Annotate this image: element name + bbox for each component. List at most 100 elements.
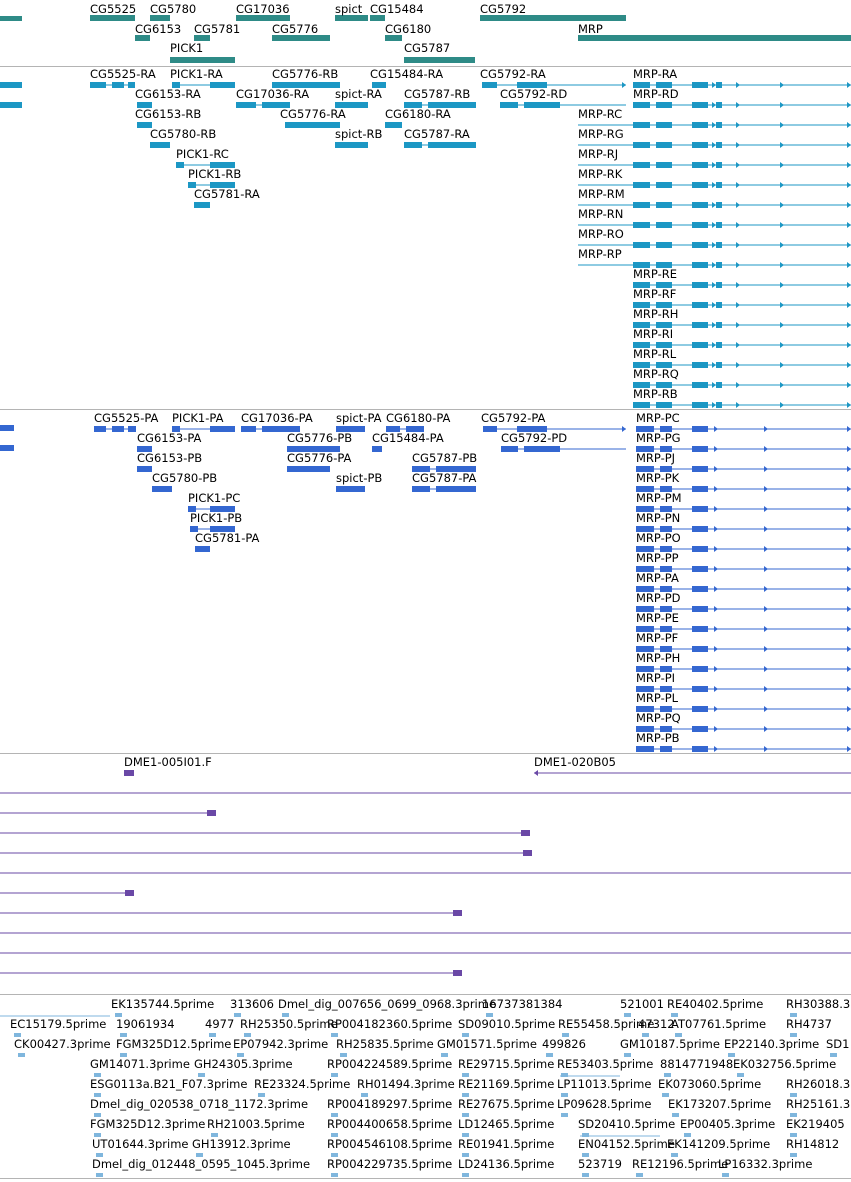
est-label[interactable]: RP004182360.5prime xyxy=(327,1017,453,1031)
transcript-label[interactable]: CG6180-RA xyxy=(385,107,451,121)
est-label[interactable]: EK141209.5prime xyxy=(667,1137,771,1151)
transcript-label[interactable]: MRP-RQ xyxy=(633,367,679,381)
protein-label[interactable]: MRP-PA xyxy=(636,571,679,585)
est-label[interactable]: EP00405.3prime xyxy=(680,1117,776,1131)
gene-label[interactable]: CG6180 xyxy=(385,22,432,36)
transcript-label[interactable]: MRP-RL xyxy=(633,347,677,361)
est-label[interactable]: 523719 xyxy=(578,1157,622,1171)
protein-label[interactable]: CG5781-PA xyxy=(195,531,260,545)
transcript-label[interactable]: MRP-RD xyxy=(633,87,679,101)
est-label[interactable]: RH25350.5prime xyxy=(240,1017,338,1031)
est-label[interactable]: SD09010.5prime xyxy=(458,1017,556,1031)
transcript-label[interactable]: MRP-RG xyxy=(578,127,624,141)
protein-label[interactable]: MRP-PL xyxy=(636,691,679,705)
est-label[interactable]: FGM325D12.3prime xyxy=(90,1117,206,1131)
est-label[interactable]: RE21169.5prime xyxy=(458,1077,555,1091)
protein-label[interactable]: MRP-PE xyxy=(636,611,679,625)
protein-label[interactable]: MRP-PC xyxy=(636,411,680,425)
est-label[interactable]: RP004400658.5prime xyxy=(327,1117,453,1131)
est-label[interactable]: EN04152.5prime xyxy=(578,1137,675,1151)
est-label[interactable]: RE01941.5prime xyxy=(458,1137,555,1151)
gene-label[interactable]: CG5787 xyxy=(404,41,451,55)
transcript-label[interactable]: MRP-RI xyxy=(633,327,674,341)
protein-label[interactable]: CG5792-PD xyxy=(501,431,568,445)
est-label[interactable]: ESG0113a.B21_F07.3prime xyxy=(90,1077,248,1091)
protein-label[interactable]: CG5525-PA xyxy=(94,411,159,425)
protein-label[interactable]: MRP-PP xyxy=(636,551,679,565)
gene-label[interactable]: CG6153 xyxy=(135,22,182,36)
est-label[interactable]: LP16332.3prime xyxy=(718,1157,813,1171)
protein-label[interactable]: CG5776-PA xyxy=(287,451,352,465)
est-label[interactable]: 4977 xyxy=(205,1017,235,1031)
est-label[interactable]: EK173207.5prime xyxy=(668,1097,772,1111)
est-label[interactable]: AT07761.5prime xyxy=(671,1017,767,1031)
gene-label[interactable]: spict xyxy=(335,2,363,16)
protein-label[interactable]: MRP-PB xyxy=(636,731,680,745)
protein-label[interactable]: CG6153-PA xyxy=(137,431,202,445)
protein-label[interactable]: CG5780-PB xyxy=(152,471,218,485)
protein-label[interactable]: PICK1-PB xyxy=(190,511,243,525)
est-label[interactable]: SD20410.5prime xyxy=(578,1117,676,1131)
est-label[interactable]: RH4737 xyxy=(786,1017,832,1031)
est-label[interactable]: RH26018.3 xyxy=(786,1077,851,1091)
transcript-label[interactable]: MRP-RP xyxy=(578,247,622,261)
est-label[interactable]: GM14071.3prime xyxy=(90,1057,190,1071)
protein-label[interactable]: CG17036-PA xyxy=(241,411,313,425)
est-label[interactable]: 19061934 xyxy=(116,1017,175,1031)
est-label[interactable]: SD1 xyxy=(826,1037,850,1051)
est-label[interactable]: RH21003.5prime xyxy=(207,1117,305,1131)
clone-label[interactable]: DME1-005I01.F xyxy=(124,755,212,769)
transcript-label[interactable]: MRP-RJ xyxy=(578,147,619,161)
est-label[interactable]: EP22140.3prime xyxy=(724,1037,820,1051)
est-label[interactable]: RH25835.5prime xyxy=(336,1037,434,1051)
est-label[interactable]: GH24305.3prime xyxy=(194,1057,293,1071)
est-label[interactable]: EK135744.5prime xyxy=(111,997,215,1011)
protein-label[interactable]: CG6153-PB xyxy=(137,451,203,465)
protein-label[interactable]: CG5787-PA xyxy=(412,471,477,485)
est-label[interactable]: RE27675.5prime xyxy=(458,1097,555,1111)
est-label[interactable]: RH25161.3 xyxy=(786,1097,851,1111)
est-label[interactable]: EK032756.5prime xyxy=(733,1057,837,1071)
est-label[interactable]: RE29715.5prime xyxy=(458,1057,555,1071)
gene-label[interactable]: CG5781 xyxy=(194,22,241,36)
transcript-label[interactable]: MRP-RA xyxy=(633,67,678,81)
est-label[interactable]: RH01494.3prime xyxy=(357,1077,455,1091)
transcript-label[interactable]: MRP-RO xyxy=(578,227,624,241)
est-label[interactable]: RH30388.3 xyxy=(786,997,851,1011)
est-label[interactable]: RE53403.5prime xyxy=(557,1057,654,1071)
protein-label[interactable]: MRP-PN xyxy=(636,511,681,525)
transcript-label[interactable]: spict-RB xyxy=(335,127,383,141)
est-label[interactable]: LP09628.5prime xyxy=(557,1097,652,1111)
est-label[interactable]: RP004229735.5prime xyxy=(327,1157,453,1171)
est-label[interactable]: RH14812 xyxy=(786,1137,840,1151)
protein-label[interactable]: MRP-PQ xyxy=(636,711,681,725)
transcript-label[interactable]: CG17036-RA xyxy=(236,87,310,101)
gene-label[interactable]: CG17036 xyxy=(236,2,290,16)
transcript-label[interactable]: MRP-RM xyxy=(578,187,625,201)
est-label[interactable]: 521001 xyxy=(620,997,664,1011)
protein-label[interactable]: MRP-PH xyxy=(636,651,681,665)
transcript-label[interactable]: CG5776-RA xyxy=(280,107,346,121)
est-label[interactable]: EK073060.5prime xyxy=(658,1077,762,1091)
protein-label[interactable]: spict-PB xyxy=(336,471,383,485)
clone-label[interactable]: DME1-020B05 xyxy=(534,755,616,769)
transcript-label[interactable]: CG5525-RA xyxy=(90,67,156,81)
protein-label[interactable]: CG15484-PA xyxy=(372,431,444,445)
est-label[interactable]: RE40402.5prime xyxy=(667,997,764,1011)
protein-label[interactable]: MRP-PM xyxy=(636,491,682,505)
protein-label[interactable]: MRP-PI xyxy=(636,671,676,685)
est-label[interactable]: GM10187.5prime xyxy=(620,1037,720,1051)
transcript-label[interactable]: CG5776-RB xyxy=(272,67,339,81)
est-label[interactable]: LP11013.5prime xyxy=(557,1077,652,1091)
protein-label[interactable]: CG5792-PA xyxy=(481,411,546,425)
est-label[interactable]: GM01571.5prime xyxy=(437,1037,537,1051)
protein-label[interactable]: PICK1-PC xyxy=(188,491,241,505)
transcript-label[interactable]: MRP-RF xyxy=(633,287,677,301)
transcript-label[interactable]: CG5787-RA xyxy=(404,127,470,141)
est-label[interactable]: 16737381384 xyxy=(482,997,563,1011)
est-label[interactable]: 313606 xyxy=(230,997,274,1011)
est-label[interactable]: RP004189297.5prime xyxy=(327,1097,453,1111)
est-label[interactable]: 8814771948 xyxy=(660,1057,734,1071)
transcript-label[interactable]: spict-RA xyxy=(335,87,382,101)
est-label[interactable]: Dmel_dig_012448_0595_1045.3prime xyxy=(92,1157,311,1171)
